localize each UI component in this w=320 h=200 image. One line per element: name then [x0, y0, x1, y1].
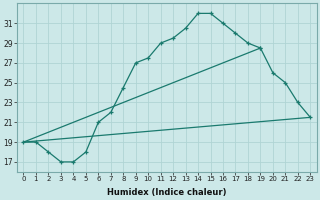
X-axis label: Humidex (Indice chaleur): Humidex (Indice chaleur): [107, 188, 227, 197]
